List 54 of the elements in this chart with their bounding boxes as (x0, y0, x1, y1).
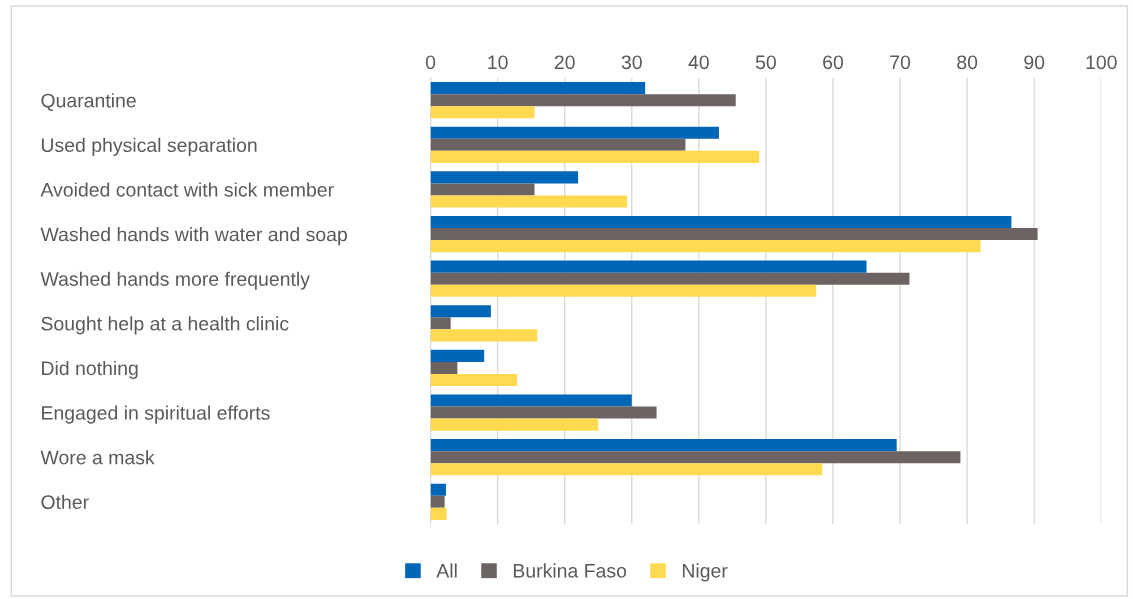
legend-label: Burkina Faso (513, 563, 627, 578)
y-tick-label: Sought help at a health clinic (41, 316, 289, 335)
bar (430, 451, 961, 464)
bar (430, 260, 867, 273)
x-tick-label: 10 (488, 55, 508, 70)
bar (430, 195, 628, 208)
bar (430, 126, 719, 139)
x-tick-label: 70 (890, 55, 911, 70)
y-tick-label: Engaged in spiritual efforts (42, 405, 270, 424)
y-tick-label: Other (41, 494, 89, 510)
bar (430, 240, 981, 253)
bar (430, 439, 897, 452)
y-tick-label: Washed hands more frequently (40, 271, 310, 290)
bar (430, 418, 599, 431)
legend-label: Niger (682, 563, 728, 582)
bar (430, 329, 538, 342)
bar (430, 284, 817, 297)
bar (430, 138, 686, 151)
bar (430, 106, 535, 119)
bar (430, 317, 451, 330)
bar (430, 349, 485, 362)
bar (430, 215, 1012, 229)
bar (430, 150, 760, 163)
bar (430, 228, 1038, 241)
bar (430, 463, 823, 476)
y-tick-label: Used physical separation (41, 137, 257, 156)
bar (430, 94, 736, 107)
x-tick-label: 20 (554, 55, 575, 70)
y-tick-label: Avoided contact with sick member (40, 182, 334, 197)
bar (430, 183, 535, 196)
bar (430, 361, 458, 374)
x-tick-label: 90 (1024, 55, 1045, 70)
bar (430, 82, 646, 95)
bar (430, 507, 447, 520)
bar (430, 483, 446, 496)
x-tick-label: 100 (1086, 55, 1117, 70)
bar (430, 394, 632, 407)
x-tick-label: 0 (425, 55, 436, 70)
y-tick-label: Wore a mask (40, 450, 155, 465)
x-tick-label: 30 (621, 55, 642, 70)
x-tick-label: 50 (755, 55, 776, 70)
bar (430, 272, 910, 285)
bar (430, 406, 657, 419)
y-tick-label: Washed hands with water and soap (40, 227, 347, 246)
x-tick-label: 60 (823, 55, 844, 70)
legend-label: All (436, 563, 457, 578)
bar (430, 305, 491, 318)
y-tick-label: Quarantine (41, 93, 136, 111)
x-tick-label: 80 (957, 55, 978, 70)
bar (430, 373, 518, 387)
x-tick-label: 40 (688, 55, 709, 70)
bar (430, 171, 579, 184)
bar (430, 495, 445, 508)
y-tick-label: Did nothing (42, 360, 138, 380)
